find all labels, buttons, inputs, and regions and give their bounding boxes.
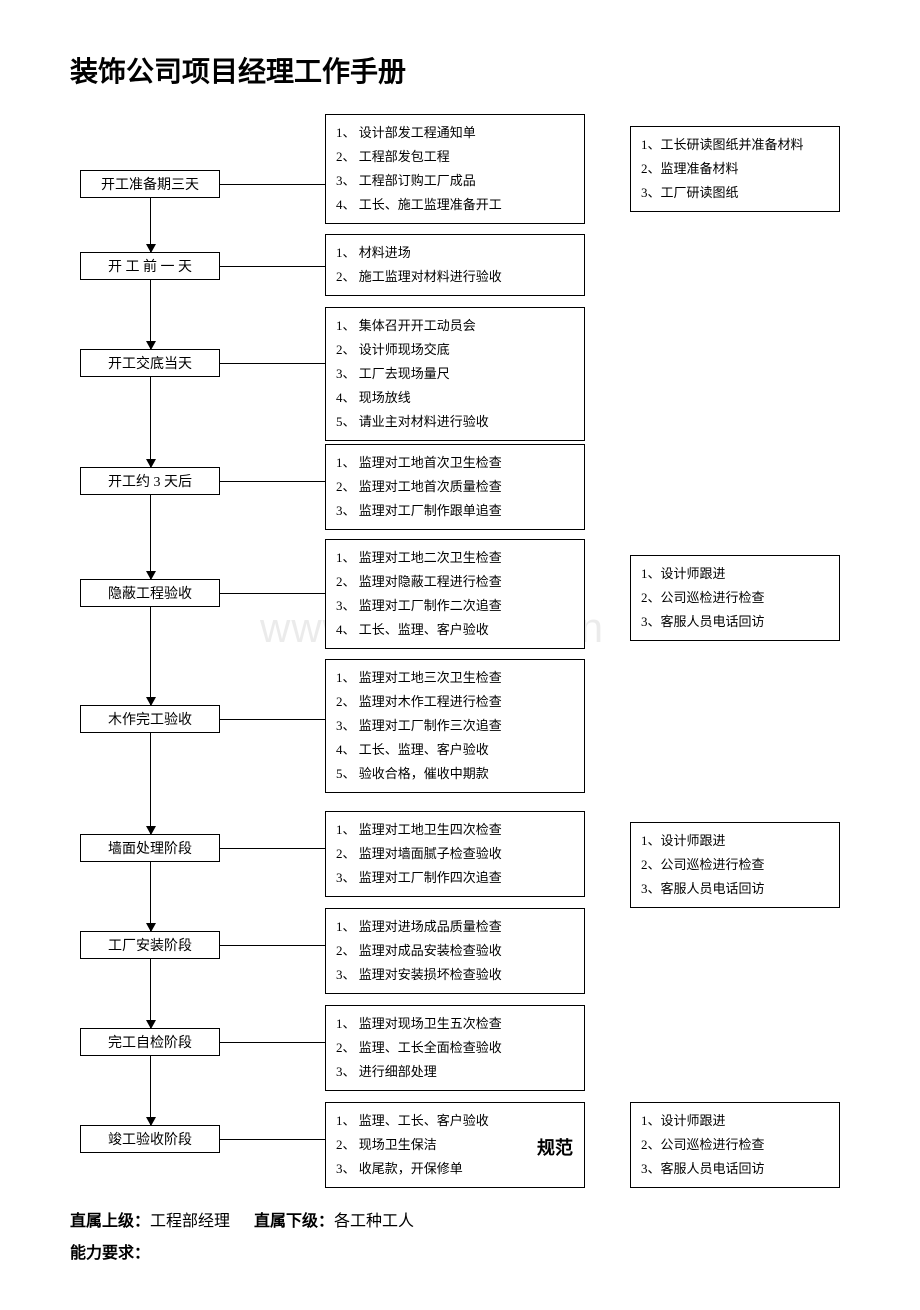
- detail-box: 1、 材料进场2、 施工监理对材料进行验收: [325, 234, 585, 296]
- stage-box: 开工交底当天: [80, 349, 220, 377]
- detail-item: 2、 监理对隐蔽工程进行检查: [336, 570, 574, 594]
- ability-label: 能力要求：: [70, 1245, 150, 1262]
- detail-item: 4、 工长、施工监理准备开工: [336, 193, 574, 217]
- connector-horizontal: [220, 719, 325, 720]
- arrow-down-icon: [150, 959, 151, 1028]
- detail-item: 1、 监理对工地三次卫生检查: [336, 666, 574, 690]
- stage-box: 完工自检阶段: [80, 1028, 220, 1056]
- side-item: 2、公司巡检进行检查: [641, 853, 829, 877]
- side-item: 2、公司巡检进行检查: [641, 1133, 829, 1157]
- connector-horizontal: [220, 1042, 325, 1043]
- arrow-down-icon: [150, 862, 151, 931]
- stage-box: 竣工验收阶段: [80, 1125, 220, 1153]
- bottom-text: 直属上级：工程部经理 直属下级：各工种工人 能力要求：: [70, 1206, 850, 1270]
- stage-box: 开 工 前 一 天: [80, 252, 220, 280]
- side-item: 1、工长研读图纸并准备材料: [641, 133, 829, 157]
- detail-item: 2、 监理对工地首次质量检查: [336, 475, 574, 499]
- detail-box: 1、 监理对现场卫生五次检查2、 监理、工长全面检查验收3、 进行细部处理: [325, 1005, 585, 1091]
- detail-item: 5、 请业主对材料进行验收: [336, 410, 574, 434]
- detail-item: 1、 监理对工地首次卫生检查: [336, 451, 574, 475]
- detail-item: 2、 监理对木作工程进行检查: [336, 690, 574, 714]
- connector-horizontal: [220, 266, 325, 267]
- side-box: 1、工长研读图纸并准备材料2、监理准备材料3、工厂研读图纸: [630, 126, 840, 212]
- detail-box: 1、 监理对工地首次卫生检查2、 监理对工地首次质量检查3、 监理对工厂制作跟单…: [325, 444, 585, 530]
- detail-box: 1、 集体召开开工动员会2、 设计师现场交底3、 工厂去现场量尺4、 现场放线5…: [325, 307, 585, 441]
- side-item: 3、客服人员电话回访: [641, 877, 829, 901]
- detail-item: 4、 工长、监理、客户验收: [336, 738, 574, 762]
- detail-item: 1、 监理对工地二次卫生检查: [336, 546, 574, 570]
- side-box: 1、设计师跟进2、公司巡检进行检查3、客服人员电话回访: [630, 555, 840, 641]
- connector-horizontal: [220, 1139, 325, 1140]
- arrow-down-icon: [150, 495, 151, 579]
- detail-box: 1、 监理对工地卫生四次检查2、 监理对墙面腻子检查验收3、 监理对工厂制作四次…: [325, 811, 585, 897]
- detail-item: 1、 设计部发工程通知单: [336, 121, 574, 145]
- stage-box: 开工准备期三天: [80, 170, 220, 198]
- page-title: 装饰公司项目经理工作手册: [70, 50, 850, 90]
- detail-item: 3、 监理对工厂制作四次追查: [336, 866, 574, 890]
- arrow-down-icon: [150, 607, 151, 705]
- detail-item: 2、 设计师现场交底: [336, 338, 574, 362]
- detail-item: 1、 集体召开开工动员会: [336, 314, 574, 338]
- detail-item: 2、 监理、工长全面检查验收: [336, 1036, 574, 1060]
- detail-item: 2、 监理对墙面腻子检查验收: [336, 842, 574, 866]
- stage-box: 工厂安装阶段: [80, 931, 220, 959]
- detail-item: 3、 监理对工厂制作三次追查: [336, 714, 574, 738]
- side-box: 1、设计师跟进2、公司巡检进行检查3、客服人员电话回访: [630, 1102, 840, 1188]
- detail-item: 5、 验收合格，催收中期款: [336, 762, 574, 786]
- subordinate-label: 直属下级：: [254, 1213, 334, 1230]
- side-box: 1、设计师跟进2、公司巡检进行检查3、客服人员电话回访: [630, 822, 840, 908]
- arrow-down-icon: [150, 1056, 151, 1125]
- arrow-down-icon: [150, 377, 151, 467]
- connector-horizontal: [220, 184, 325, 185]
- arrow-down-icon: [150, 198, 151, 252]
- side-item: 3、客服人员电话回访: [641, 1157, 829, 1181]
- detail-item: 2、 监理对成品安装检查验收: [336, 939, 574, 963]
- detail-item: 1、 材料进场: [336, 241, 574, 265]
- superior-value: 工程部经理: [150, 1213, 230, 1230]
- connector-horizontal: [220, 945, 325, 946]
- connector-horizontal: [220, 363, 325, 364]
- detail-item: 3、 工厂去现场量尺: [336, 362, 574, 386]
- detail-item: 1、 监理、工长、客户验收: [336, 1109, 574, 1133]
- detail-box: 1、 监理对进场成品质量检查2、 监理对成品安装检查验收3、 监理对安装损坏检查…: [325, 908, 585, 994]
- detail-item: 3、 监理对工厂制作二次追查: [336, 594, 574, 618]
- stage-box: 木作完工验收: [80, 705, 220, 733]
- side-item: 2、公司巡检进行检查: [641, 586, 829, 610]
- stage-box: 开工约 3 天后: [80, 467, 220, 495]
- side-item: 1、设计师跟进: [641, 829, 829, 853]
- detail-item: 3、 进行细部处理: [336, 1060, 574, 1084]
- detail-item: 4、 工长、监理、客户验收: [336, 618, 574, 642]
- detail-item: 3、 工程部订购工厂成品: [336, 169, 574, 193]
- detail-item: 2、 施工监理对材料进行验收: [336, 265, 574, 289]
- detail-item: 3、 监理对安装损坏检查验收: [336, 963, 574, 987]
- detail-item: 1、 监理对进场成品质量检查: [336, 915, 574, 939]
- flowchart: www.zfxw.com.cn1、 设计部发工程通知单2、 工程部发包工程3、 …: [70, 114, 850, 1194]
- detail-box: 1、 设计部发工程通知单2、 工程部发包工程3、 工程部订购工厂成品4、 工长、…: [325, 114, 585, 224]
- detail-item: 1、 监理对现场卫生五次检查: [336, 1012, 574, 1036]
- arrow-down-icon: [150, 733, 151, 834]
- connector-horizontal: [220, 481, 325, 482]
- side-item: 1、设计师跟进: [641, 562, 829, 586]
- guifan-label: 规范: [537, 1134, 573, 1160]
- stage-box: 墙面处理阶段: [80, 834, 220, 862]
- connector-horizontal: [220, 593, 325, 594]
- side-item: 2、监理准备材料: [641, 157, 829, 181]
- detail-item: 2、 工程部发包工程: [336, 145, 574, 169]
- detail-box: 1、 监理对工地三次卫生检查2、 监理对木作工程进行检查3、 监理对工厂制作三次…: [325, 659, 585, 793]
- arrow-down-icon: [150, 280, 151, 349]
- detail-item: 1、 监理对工地卫生四次检查: [336, 818, 574, 842]
- stage-box: 隐蔽工程验收: [80, 579, 220, 607]
- subordinate-value: 各工种工人: [334, 1213, 414, 1230]
- side-item: 3、工厂研读图纸: [641, 181, 829, 205]
- connector-horizontal: [220, 848, 325, 849]
- side-item: 3、客服人员电话回访: [641, 610, 829, 634]
- detail-item: 3、 收尾款，开保修单: [336, 1157, 574, 1181]
- detail-box: 1、 监理对工地二次卫生检查2、 监理对隐蔽工程进行检查3、 监理对工厂制作二次…: [325, 539, 585, 649]
- detail-item: 3、 监理对工厂制作跟单追查: [336, 499, 574, 523]
- side-item: 1、设计师跟进: [641, 1109, 829, 1133]
- detail-item: 4、 现场放线: [336, 386, 574, 410]
- superior-label: 直属上级：: [70, 1213, 150, 1230]
